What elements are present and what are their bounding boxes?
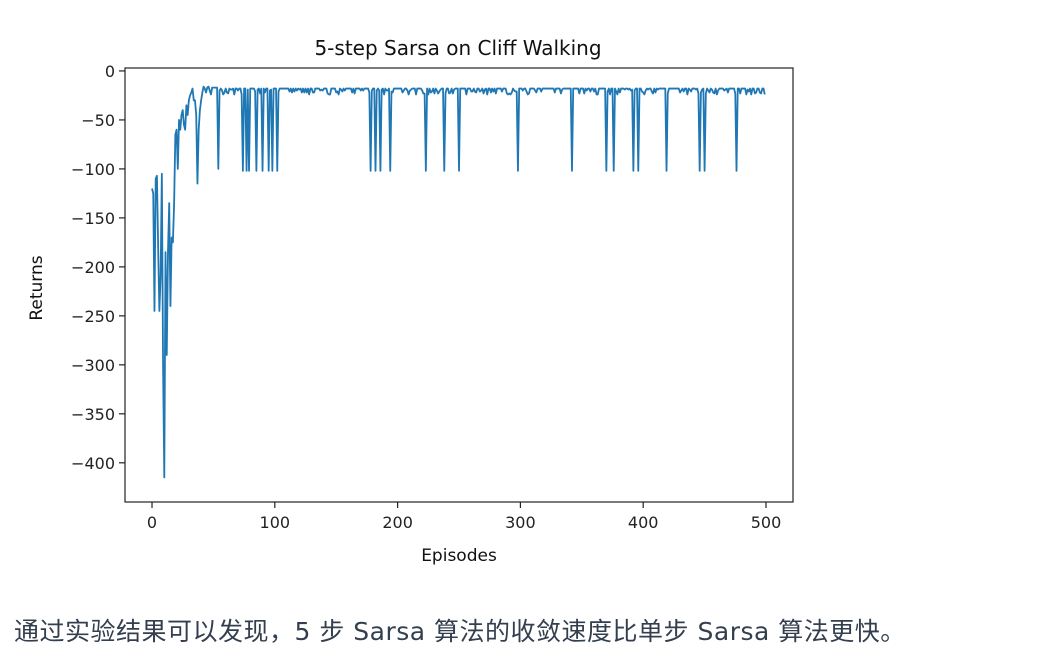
y-tick-label: −350 (71, 405, 115, 424)
y-tick-label: −150 (71, 209, 115, 228)
y-axis-label: Returns (27, 255, 47, 320)
x-axis-label: Episodes (421, 546, 497, 566)
y-tick-label: −400 (71, 454, 115, 473)
x-tick-label: 400 (628, 513, 659, 532)
x-tick-label: 0 (147, 513, 157, 532)
plot-area-frame (124, 67, 794, 503)
x-axis: 0 100 200 300 400 500 (147, 502, 781, 532)
y-tick-label: −100 (71, 160, 115, 179)
returns-line-chart: 5-step Sarsa on Cliff Walking 0 100 200 300… (27, 36, 794, 566)
result-caption: 通过实验结果可以发现，5 步 Sarsa 算法的收敛速度比单步 Sarsa 算法… (14, 617, 906, 646)
y-tick-label: −200 (71, 258, 115, 277)
y-tick-label: −250 (71, 307, 115, 326)
y-axis: 0 −50 −100 −150 −200 −250 −300 −350 −400 (71, 62, 125, 473)
y-tick-label: 0 (105, 62, 115, 81)
y-tick-label: −300 (71, 356, 115, 375)
x-tick-label: 300 (505, 513, 536, 532)
y-tick-label: −50 (81, 111, 115, 130)
x-tick-label: 500 (751, 513, 782, 532)
returns-series-line (151, 85, 766, 479)
x-tick-label: 100 (260, 513, 291, 532)
chart-title: 5-step Sarsa on Cliff Walking (314, 36, 601, 60)
x-tick-label: 200 (382, 513, 413, 532)
